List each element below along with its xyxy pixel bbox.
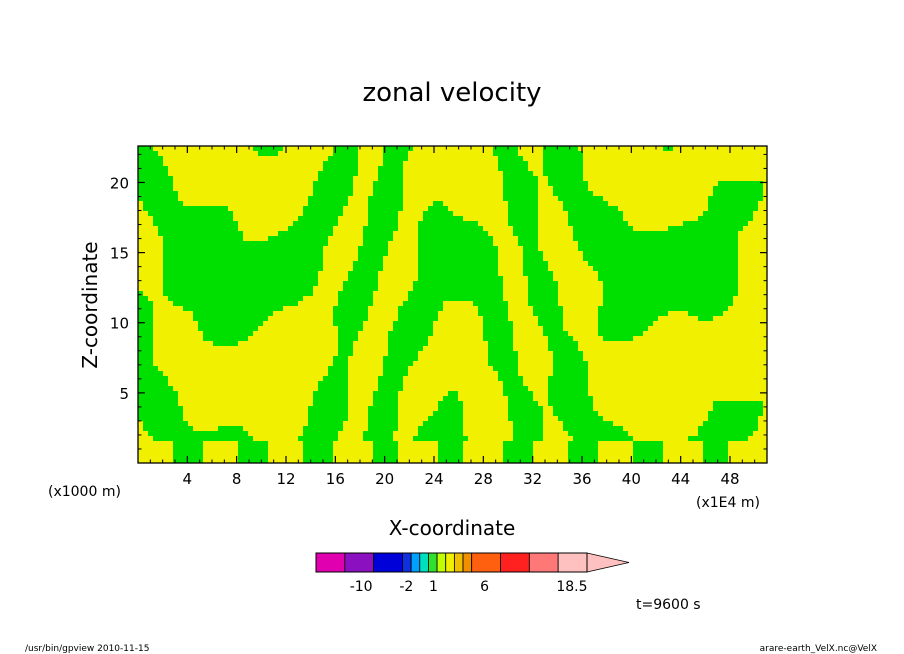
colorbar-label: 1 (429, 579, 438, 595)
colorbar-label: -10 (350, 579, 373, 595)
y-tick-label: 10 (110, 315, 129, 333)
colorbar-swatch (462, 552, 473, 573)
x-units-note: (x1E4 m) (696, 495, 760, 511)
x-tick-label: 36 (572, 470, 591, 488)
y-tick-label: 15 (110, 245, 129, 263)
x-axis-label: X-coordinate (389, 516, 516, 540)
colorbar-swatch (500, 552, 530, 573)
y-tick-label: 5 (119, 385, 129, 403)
colorbar-swatch (436, 552, 447, 573)
colorbar-label: 18.5 (556, 579, 587, 595)
colorbar-swatch (410, 552, 421, 573)
colorbar-swatch (344, 552, 375, 573)
x-tick-label: 32 (523, 470, 542, 488)
colorbar-frame (315, 552, 588, 573)
x-tick-label: 28 (474, 470, 493, 488)
colorbar-swatch (402, 552, 412, 573)
time-label: t=9600 s (636, 597, 701, 613)
plot-frame (137, 145, 768, 464)
y-units-note: (x1000 m) (48, 484, 121, 500)
negative-region (138, 146, 763, 463)
colorbar-swatch (373, 552, 403, 573)
colorbar-swatch (557, 552, 588, 573)
x-tick-label: 48 (720, 470, 739, 488)
x-tick-label: 24 (424, 470, 443, 488)
velocity-field (138, 146, 763, 463)
colorbar-arrow (586, 552, 630, 573)
colorbar-label: 6 (480, 579, 489, 595)
colorbar-swatch (528, 552, 559, 573)
colorbar-swatch (453, 552, 464, 573)
x-tick-label: 40 (622, 470, 641, 488)
colorbar-swatch (428, 552, 438, 573)
colorbar-swatch (471, 552, 501, 573)
y-axis-label: Z-coordinate (78, 241, 102, 368)
y-tick-label: 20 (110, 174, 129, 192)
chart-title: zonal velocity (362, 78, 541, 108)
footer-right: arare-earth_VelX.nc@VelX (760, 644, 877, 654)
x-tick-label: 12 (276, 470, 295, 488)
x-tick-label: 20 (375, 470, 394, 488)
x-tick-label: 8 (232, 470, 242, 488)
colorbar-swatch (419, 552, 429, 573)
colorbar-label: -2 (399, 579, 413, 595)
colorbar-swatch (445, 552, 455, 573)
colorbar-swatch (315, 552, 346, 573)
footer-left: /usr/bin/gpview 2010-11-15 (25, 644, 149, 654)
x-tick-label: 16 (326, 470, 345, 488)
x-tick-label: 4 (183, 470, 193, 488)
x-tick-label: 44 (671, 470, 690, 488)
colorbar: -10 -2 1 6 18.5 (315, 552, 630, 595)
